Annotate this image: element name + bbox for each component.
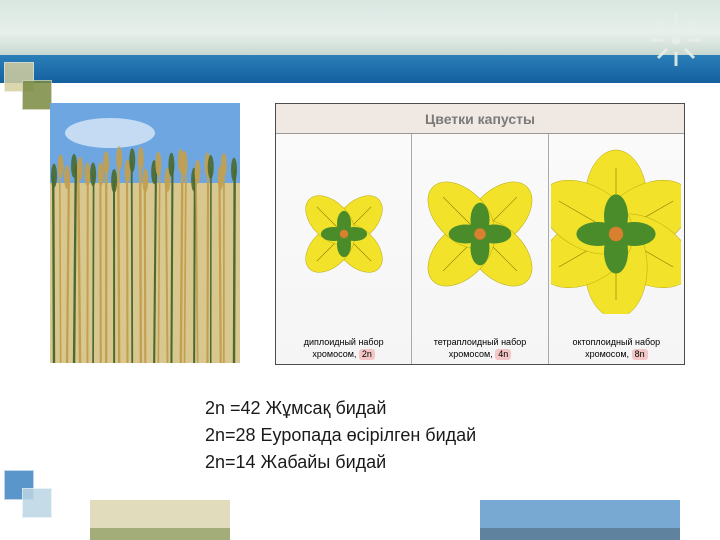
corner-ornament-icon — [646, 10, 706, 70]
flower-caption: диплоидный наборхромосом, 2n — [304, 337, 384, 360]
header-strip — [0, 0, 720, 55]
bottom-decoration — [0, 470, 720, 540]
flower-table-title: Цветки капусты — [276, 104, 684, 134]
content-area: Цветки капусты диплоидный наборхромосом,… — [0, 95, 720, 535]
flower-cell: октоплоидный наборхромосом, 8n — [549, 134, 684, 364]
flower-cell: тетраплоидный наборхромосом, 4n — [412, 134, 548, 364]
flower-comparison-table: Цветки капусты диплоидный наборхромосом,… — [275, 103, 685, 365]
title-bar — [0, 55, 720, 83]
flower-cell: диплоидный наборхромосом, 2n — [276, 134, 412, 364]
bottom-bar — [90, 528, 230, 540]
bottom-bar — [90, 500, 230, 528]
text-line: 2n =42 Жұмсақ бидай — [205, 395, 476, 422]
flower-caption: октоплоидный наборхромосом, 8n — [572, 337, 660, 360]
wheat-field-photo — [50, 103, 240, 363]
text-line: 2n=28 Еуропада өсірілген бидай — [205, 422, 476, 449]
bottom-bar — [480, 500, 680, 528]
bottom-bar — [480, 528, 680, 540]
flower-caption: тетраплоидный наборхромосом, 4n — [434, 337, 526, 360]
flower-row: диплоидный наборхромосом, 2n тетраплоидны… — [276, 134, 684, 364]
wheat-ploidy-text: 2n =42 Жұмсақ бидай2n=28 Еуропада өсіріл… — [205, 395, 476, 476]
